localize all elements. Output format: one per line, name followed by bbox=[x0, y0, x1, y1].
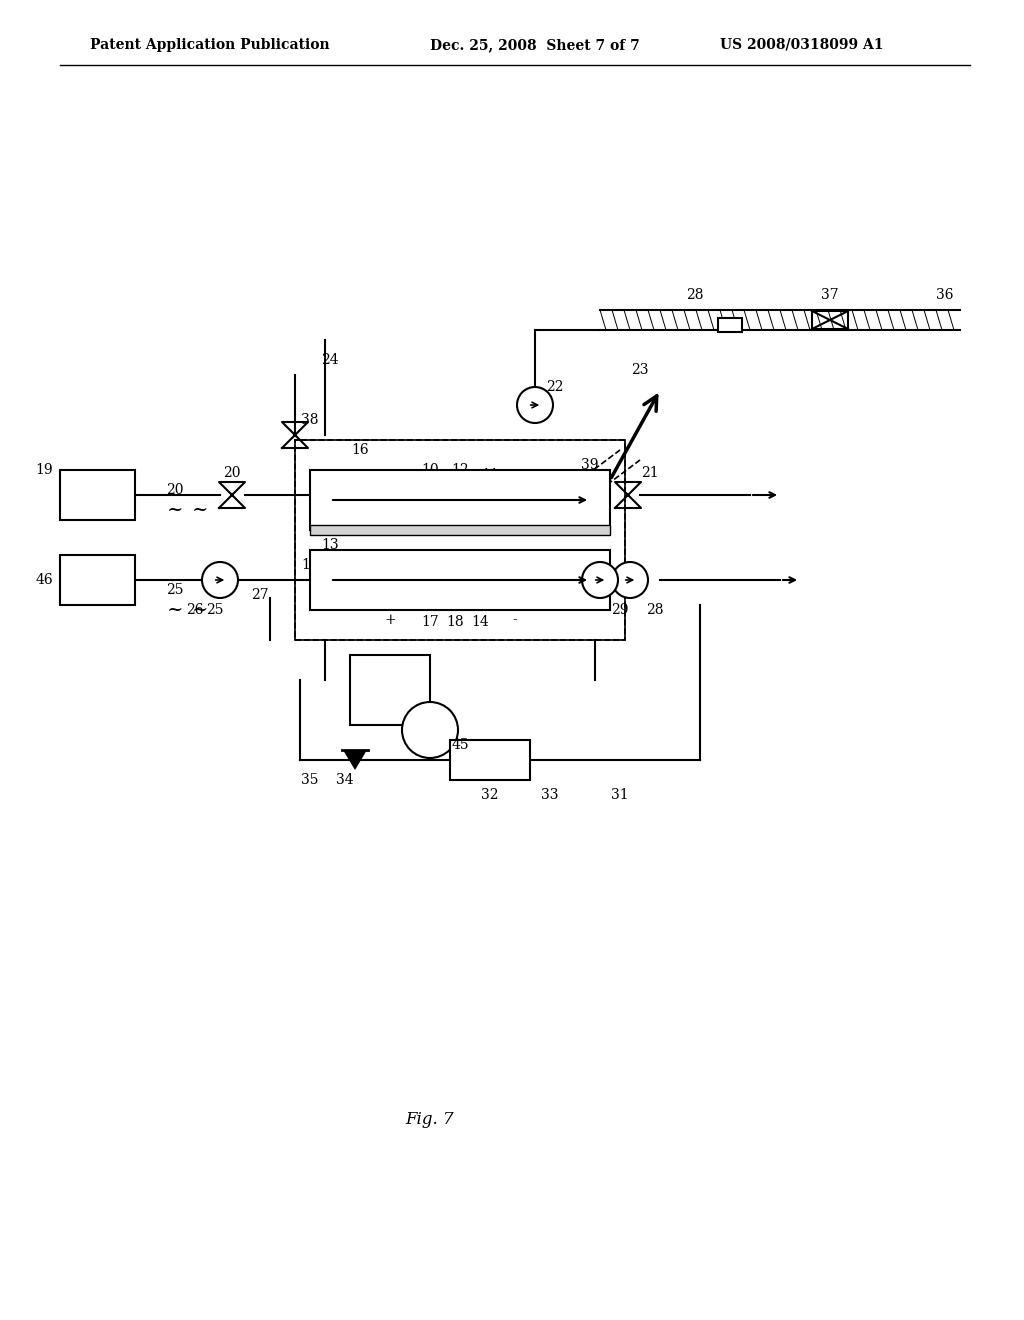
Text: 18: 18 bbox=[446, 615, 464, 630]
Bar bbox=[60, 554, 135, 605]
Text: 31: 31 bbox=[611, 788, 629, 803]
Polygon shape bbox=[343, 750, 367, 770]
Circle shape bbox=[582, 562, 618, 598]
Text: 46: 46 bbox=[35, 573, 53, 587]
Text: +: + bbox=[384, 612, 396, 627]
Text: -: - bbox=[513, 612, 517, 627]
Bar bbox=[60, 470, 135, 520]
Text: 15: 15 bbox=[301, 558, 318, 572]
Text: 16: 16 bbox=[351, 444, 369, 457]
Text: 21: 21 bbox=[641, 466, 658, 480]
Text: 36: 36 bbox=[936, 288, 953, 302]
Text: 28: 28 bbox=[686, 288, 703, 302]
Text: 25: 25 bbox=[206, 603, 224, 616]
Text: 12: 12 bbox=[452, 463, 469, 477]
Bar bbox=[718, 318, 742, 333]
Text: ~: ~ bbox=[562, 480, 579, 499]
Bar bbox=[310, 470, 610, 531]
Circle shape bbox=[612, 562, 648, 598]
Text: 45: 45 bbox=[452, 738, 469, 752]
Circle shape bbox=[517, 387, 553, 422]
Text: 26: 26 bbox=[186, 603, 204, 616]
Bar bbox=[450, 741, 530, 780]
Text: 32: 32 bbox=[481, 788, 499, 803]
Text: ~: ~ bbox=[191, 502, 208, 519]
Text: 17: 17 bbox=[421, 615, 439, 630]
Text: 13: 13 bbox=[322, 539, 339, 552]
Text: ~: ~ bbox=[167, 502, 183, 519]
Text: 14: 14 bbox=[471, 615, 488, 630]
Text: US 2008/0318099 A1: US 2008/0318099 A1 bbox=[720, 38, 884, 51]
Bar bbox=[310, 525, 610, 535]
Text: 25: 25 bbox=[166, 583, 183, 597]
Text: 11: 11 bbox=[481, 469, 499, 482]
Text: 19: 19 bbox=[35, 463, 53, 477]
Text: ~: ~ bbox=[587, 480, 603, 499]
Bar bbox=[295, 440, 625, 640]
Text: 20: 20 bbox=[166, 483, 183, 498]
Bar bbox=[295, 440, 625, 640]
Text: 39: 39 bbox=[582, 458, 599, 473]
Text: Fig. 7: Fig. 7 bbox=[406, 1111, 455, 1129]
Text: 27: 27 bbox=[251, 587, 269, 602]
Text: 28: 28 bbox=[646, 603, 664, 616]
Text: Patent Application Publication: Patent Application Publication bbox=[90, 38, 330, 51]
Text: 37: 37 bbox=[821, 288, 839, 302]
Text: ~: ~ bbox=[587, 581, 603, 599]
Text: ~: ~ bbox=[191, 601, 208, 619]
Text: 34: 34 bbox=[336, 774, 354, 787]
Text: 22: 22 bbox=[546, 380, 564, 393]
Text: 35: 35 bbox=[301, 774, 318, 787]
Text: 33: 33 bbox=[542, 788, 559, 803]
Text: 29: 29 bbox=[611, 603, 629, 616]
Text: ~: ~ bbox=[562, 581, 579, 599]
Text: 38: 38 bbox=[301, 413, 318, 426]
Text: 24: 24 bbox=[322, 352, 339, 367]
Text: 23: 23 bbox=[631, 363, 649, 378]
Text: 10: 10 bbox=[421, 463, 439, 477]
Bar bbox=[310, 550, 610, 610]
Bar bbox=[350, 655, 430, 725]
Circle shape bbox=[402, 702, 458, 758]
Text: Dec. 25, 2008  Sheet 7 of 7: Dec. 25, 2008 Sheet 7 of 7 bbox=[430, 38, 640, 51]
Text: 20: 20 bbox=[223, 466, 241, 480]
Circle shape bbox=[202, 562, 238, 598]
Bar bbox=[812, 312, 848, 329]
Text: ~: ~ bbox=[167, 601, 183, 619]
